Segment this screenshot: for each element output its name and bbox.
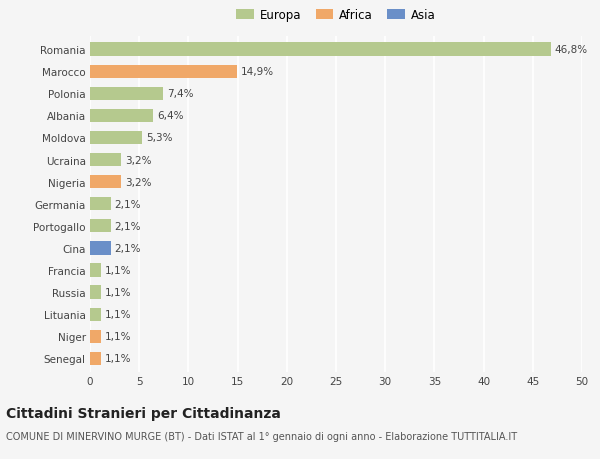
Bar <box>90 65 236 78</box>
Text: 14,9%: 14,9% <box>241 67 274 77</box>
Bar <box>90 286 101 299</box>
Text: 2,1%: 2,1% <box>115 199 141 209</box>
Bar <box>90 242 110 255</box>
Text: 46,8%: 46,8% <box>554 45 587 55</box>
Text: 2,1%: 2,1% <box>115 221 141 231</box>
Text: 1,1%: 1,1% <box>105 309 131 319</box>
Bar <box>90 132 142 145</box>
Text: 3,2%: 3,2% <box>125 155 152 165</box>
Text: 1,1%: 1,1% <box>105 353 131 364</box>
Bar <box>90 308 101 321</box>
Bar <box>90 198 110 211</box>
Bar <box>90 87 163 101</box>
Bar <box>90 330 101 343</box>
Legend: Europa, Africa, Asia: Europa, Africa, Asia <box>236 9 436 22</box>
Bar <box>90 176 121 189</box>
Bar <box>90 264 101 277</box>
Text: COMUNE DI MINERVINO MURGE (BT) - Dati ISTAT al 1° gennaio di ogni anno - Elabora: COMUNE DI MINERVINO MURGE (BT) - Dati IS… <box>6 431 517 442</box>
Text: Cittadini Stranieri per Cittadinanza: Cittadini Stranieri per Cittadinanza <box>6 406 281 420</box>
Text: 1,1%: 1,1% <box>105 331 131 341</box>
Text: 1,1%: 1,1% <box>105 287 131 297</box>
Bar <box>90 109 153 123</box>
Text: 2,1%: 2,1% <box>115 243 141 253</box>
Text: 6,4%: 6,4% <box>157 111 184 121</box>
Text: 7,4%: 7,4% <box>167 89 193 99</box>
Text: 3,2%: 3,2% <box>125 177 152 187</box>
Bar <box>90 352 101 365</box>
Text: 1,1%: 1,1% <box>105 265 131 275</box>
Bar <box>90 154 121 167</box>
Text: 5,3%: 5,3% <box>146 133 173 143</box>
Bar <box>90 220 110 233</box>
Bar <box>90 43 551 56</box>
